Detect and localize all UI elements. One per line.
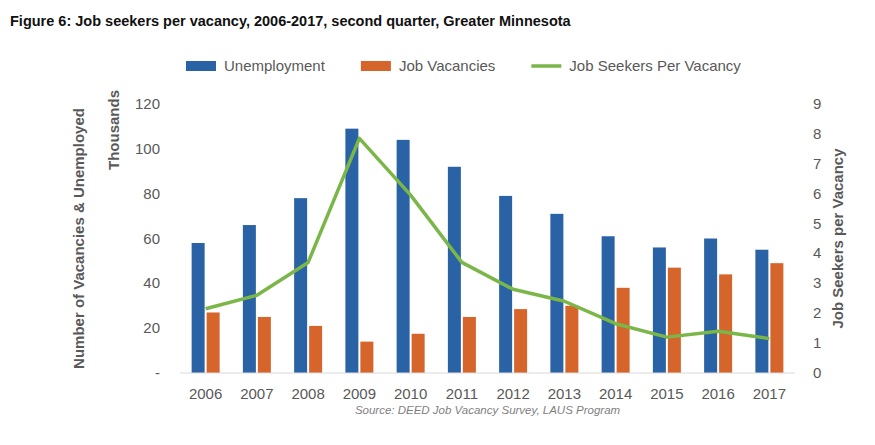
y-tick-label: 60 (143, 230, 160, 247)
x-tick-label: 2008 (291, 385, 324, 402)
y2-tick-label: 8 (813, 125, 821, 142)
bar (463, 317, 476, 373)
bar (653, 247, 666, 373)
x-tick-label: 2006 (189, 385, 222, 402)
x-tick-label: 2010 (394, 385, 427, 402)
y-axis-title: Number of Vacancies & Unemployed (70, 108, 87, 369)
bar (514, 309, 527, 373)
bar (719, 274, 732, 373)
bar (309, 326, 322, 373)
bar (755, 250, 768, 373)
bar (397, 140, 410, 373)
y2-tick-label: 2 (813, 304, 821, 321)
bar (704, 239, 717, 374)
bar (602, 236, 615, 373)
legend-label: Unemployment (224, 57, 326, 74)
y-tick-label: 100 (135, 140, 160, 157)
x-tick-label: 2013 (548, 385, 581, 402)
y2-axis-title: Job Seekers per Vacancy (829, 148, 846, 329)
y2-tick-label: 6 (813, 185, 821, 202)
x-tick-label: 2012 (496, 385, 529, 402)
bar (360, 342, 373, 373)
legend-swatch (531, 64, 561, 68)
y2-tick-label: 9 (813, 95, 821, 112)
chart: Figure 6: Job seekers per vacancy, 2006-… (0, 0, 875, 445)
x-axis-line (180, 373, 795, 374)
x-tick-label: 2009 (343, 385, 376, 402)
y-tick-label: 40 (143, 274, 160, 291)
bar (550, 214, 563, 373)
x-tick-label: 2007 (240, 385, 273, 402)
legend-label: Job Seekers Per Vacancy (569, 57, 741, 74)
bar (412, 334, 425, 373)
x-tick-label: 2011 (446, 385, 478, 402)
bar (565, 306, 578, 373)
y-tick-label: 120 (135, 95, 160, 112)
source: Source: DEED Job Vacancy Survey, LAUS Pr… (355, 404, 621, 416)
bar (258, 317, 271, 373)
x-tick-label: 2017 (753, 385, 786, 402)
line (206, 138, 770, 338)
title: Figure 6: Job seekers per vacancy, 2006-… (10, 13, 572, 29)
y2-tick-label: 1 (813, 334, 821, 351)
y-axis-title: Thousands (105, 90, 122, 170)
legend-swatch (361, 61, 391, 71)
bar (770, 263, 783, 373)
x-tick-label: 2014 (599, 385, 632, 402)
y-tick-label: - (155, 364, 160, 381)
x-tick-label: 2015 (650, 385, 683, 402)
y-tick-label: 20 (143, 319, 160, 336)
x-tick-label: 2016 (701, 385, 734, 402)
plot-area (192, 129, 784, 373)
legend-swatch (186, 61, 216, 71)
bar (617, 288, 630, 373)
bar (192, 243, 205, 373)
y2-tick-label: 4 (813, 244, 821, 261)
bar (207, 312, 220, 373)
bar (294, 198, 307, 373)
y2-tick-label: 5 (813, 215, 821, 232)
y-tick-label: 80 (143, 185, 160, 202)
bar (668, 268, 681, 373)
y2-tick-label: 7 (813, 155, 821, 172)
y2-tick-label: 3 (813, 274, 821, 291)
y2-tick-label: 0 (813, 364, 821, 381)
legend-label: Job Vacancies (399, 57, 495, 74)
bar (448, 167, 461, 373)
